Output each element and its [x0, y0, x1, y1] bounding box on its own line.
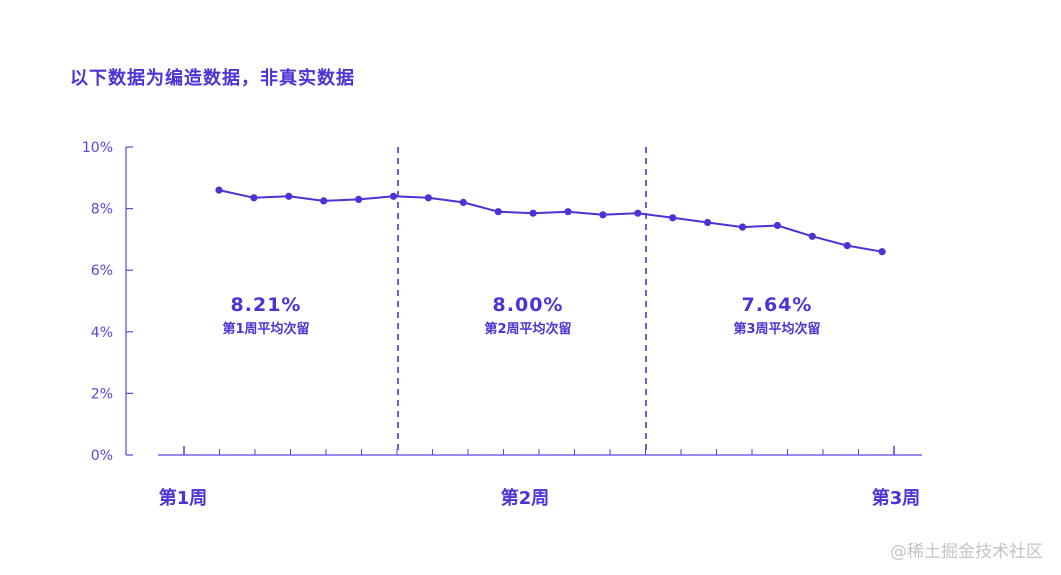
data-point [320, 197, 328, 205]
data-point [808, 232, 816, 240]
x-tick-label: 第1周 [159, 487, 208, 509]
annotation-label: 第2周平均次留 [484, 321, 571, 337]
data-point [424, 194, 432, 202]
annotation-label: 第3周平均次留 [733, 321, 820, 337]
data-point [285, 192, 293, 200]
annotation-label: 第1周平均次留 [222, 321, 309, 337]
data-point [215, 186, 223, 194]
y-tick-label: 2% [91, 386, 113, 402]
annotation-value: 8.21% [231, 294, 302, 316]
data-point [355, 195, 363, 203]
data-point [564, 208, 572, 216]
series-line [218, 189, 883, 253]
data-point [250, 194, 258, 202]
annotation-value: 7.64% [742, 294, 813, 316]
data-point [738, 223, 747, 231]
data-point [389, 192, 398, 200]
data-point [704, 218, 712, 227]
chart-title: 以下数据为编造数据，非真实数据 [70, 68, 355, 89]
x-tick-label: 第3周 [872, 487, 921, 509]
watermark: @稀土掘金技术社区 [890, 542, 1043, 562]
y-tick-label: 6% [91, 263, 113, 279]
y-tick-label: 10% [82, 140, 113, 156]
data-point [529, 209, 537, 217]
data-point [599, 211, 607, 219]
data-point [494, 208, 502, 216]
y-tick-label: 0% [91, 448, 113, 464]
x-tick-label: 第2周 [501, 487, 550, 509]
data-point [634, 209, 642, 217]
y-tick-label: 8% [91, 202, 113, 218]
data-point [878, 248, 886, 256]
data-point [669, 214, 677, 222]
data-point [773, 221, 782, 230]
annotation-value: 8.00% [493, 294, 564, 316]
y-tick-label: 4% [91, 325, 113, 341]
data-point [459, 198, 467, 206]
data-point [843, 242, 851, 250]
